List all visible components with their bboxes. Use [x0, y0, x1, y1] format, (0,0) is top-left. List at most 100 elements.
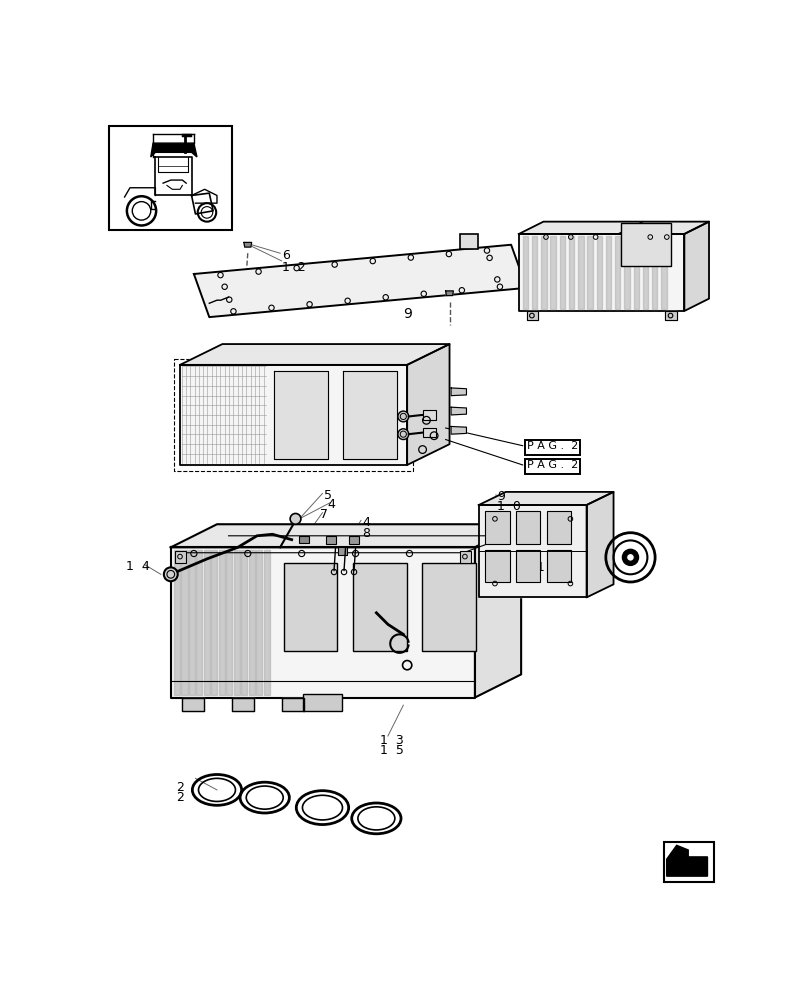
Bar	[349, 536, 359, 544]
Bar	[460, 551, 471, 563]
Polygon shape	[174, 550, 180, 695]
Text: 1  5: 1 5	[381, 744, 404, 757]
Polygon shape	[596, 235, 602, 309]
Polygon shape	[151, 143, 197, 157]
Polygon shape	[219, 550, 225, 695]
Polygon shape	[451, 426, 466, 434]
Polygon shape	[446, 291, 453, 296]
Polygon shape	[196, 550, 203, 695]
Bar	[546, 511, 571, 544]
Polygon shape	[587, 492, 613, 597]
Polygon shape	[194, 245, 527, 317]
Polygon shape	[189, 550, 195, 695]
Polygon shape	[249, 550, 255, 695]
Text: 7: 7	[320, 508, 328, 521]
Polygon shape	[606, 235, 611, 309]
Polygon shape	[587, 235, 593, 309]
Polygon shape	[263, 550, 270, 695]
Polygon shape	[274, 371, 328, 459]
Text: 9: 9	[403, 307, 412, 321]
Polygon shape	[625, 235, 629, 309]
Text: P A G .  2: P A G . 2	[528, 460, 579, 470]
Polygon shape	[615, 235, 621, 309]
Polygon shape	[541, 235, 546, 309]
Text: 4: 4	[328, 498, 336, 511]
Bar	[175, 551, 186, 563]
Bar	[109, 126, 233, 230]
Bar	[422, 563, 476, 651]
Polygon shape	[519, 234, 684, 311]
Polygon shape	[652, 235, 658, 309]
Polygon shape	[684, 222, 709, 311]
Bar	[300, 536, 309, 543]
Polygon shape	[407, 344, 449, 465]
Polygon shape	[343, 371, 398, 459]
Text: 1  3: 1 3	[381, 734, 404, 747]
Circle shape	[398, 411, 409, 422]
Text: 1  2: 1 2	[282, 261, 305, 274]
Polygon shape	[180, 344, 449, 365]
Polygon shape	[234, 550, 240, 695]
Bar	[546, 550, 571, 582]
Circle shape	[398, 429, 409, 440]
Bar	[423, 428, 436, 437]
Polygon shape	[181, 550, 187, 695]
Polygon shape	[560, 235, 565, 309]
Bar	[303, 694, 342, 711]
Polygon shape	[532, 235, 537, 309]
Polygon shape	[183, 698, 204, 711]
Text: 1  4: 1 4	[126, 560, 149, 573]
Polygon shape	[212, 550, 217, 695]
Bar	[663, 842, 713, 882]
Polygon shape	[550, 235, 556, 309]
Bar	[338, 547, 347, 555]
Polygon shape	[661, 235, 667, 309]
Bar	[485, 511, 510, 544]
Bar	[516, 511, 541, 544]
Text: 4: 4	[363, 516, 370, 529]
Text: 5: 5	[324, 489, 332, 502]
Polygon shape	[633, 235, 639, 309]
Bar	[423, 410, 436, 420]
Text: 3: 3	[521, 572, 529, 585]
Text: 2: 2	[176, 781, 184, 794]
Polygon shape	[519, 222, 709, 234]
Text: 6: 6	[282, 249, 289, 262]
Text: 1  0: 1 0	[497, 500, 521, 513]
Circle shape	[623, 550, 638, 565]
Polygon shape	[475, 524, 521, 698]
Polygon shape	[242, 550, 247, 695]
Bar	[516, 550, 541, 582]
Circle shape	[164, 567, 178, 581]
Polygon shape	[569, 235, 574, 309]
Polygon shape	[226, 550, 233, 695]
Text: 2: 2	[176, 791, 184, 804]
Polygon shape	[170, 524, 521, 547]
Text: P A G .  2: P A G . 2	[528, 441, 579, 451]
Polygon shape	[578, 235, 583, 309]
Polygon shape	[479, 505, 587, 597]
Circle shape	[290, 513, 301, 524]
Bar	[485, 550, 510, 582]
Text: 1  1: 1 1	[521, 561, 545, 574]
Bar	[460, 234, 478, 249]
Polygon shape	[643, 235, 648, 309]
Bar	[353, 563, 406, 651]
Text: 9: 9	[497, 490, 505, 503]
Polygon shape	[244, 242, 251, 247]
Polygon shape	[451, 388, 466, 396]
Polygon shape	[527, 311, 538, 320]
Polygon shape	[451, 407, 466, 415]
Bar	[284, 563, 338, 651]
Polygon shape	[667, 845, 708, 876]
Bar	[525, 459, 580, 474]
Text: 8: 8	[363, 527, 371, 540]
Bar	[525, 440, 580, 455]
Circle shape	[627, 554, 634, 561]
Polygon shape	[204, 550, 210, 695]
Bar	[326, 536, 335, 544]
Polygon shape	[283, 698, 304, 711]
Polygon shape	[170, 547, 475, 698]
Polygon shape	[665, 311, 676, 320]
Polygon shape	[233, 698, 254, 711]
